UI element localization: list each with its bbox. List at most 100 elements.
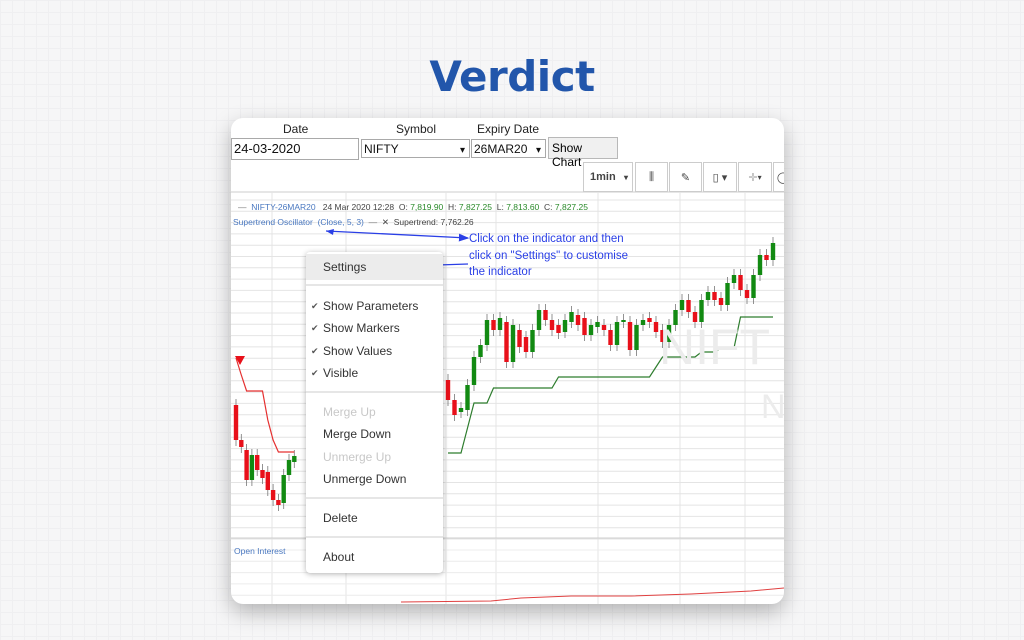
candle-up (725, 283, 730, 305)
symbol-label: Symbol (396, 122, 437, 136)
crosshair-icon[interactable]: ✛ ▾ (738, 162, 772, 192)
candle-up (731, 275, 737, 283)
candle-up (286, 460, 292, 475)
candle-up (465, 385, 470, 410)
annotation-line: the indicator (469, 266, 532, 278)
ohlc-legend: — NIFTY-26MAR20 24 Mar 2020 12:28 O: 7,8… (238, 202, 588, 212)
chevron-down-icon: ▾ (623, 172, 628, 182)
candle-up (562, 320, 568, 332)
check-icon: ✔ (311, 301, 319, 311)
supertrend-line (235, 357, 295, 453)
date-input[interactable]: 24-03-2020 (231, 138, 359, 160)
candlestick-icon[interactable]: ▯ ▾ (703, 162, 737, 192)
candle-down (523, 337, 529, 352)
menu-item-unmerge-down[interactable]: Unmerge Down (306, 468, 443, 490)
indicator-name[interactable]: Supertrend Oscillator (233, 217, 313, 227)
menu-separator (306, 284, 443, 286)
candle-down (239, 440, 244, 447)
annotation-text: Click on the indicator and then click on… (469, 231, 669, 281)
expiry-label: Expiry Date (477, 122, 540, 136)
menu-item-label: About (323, 550, 355, 564)
menu-item-show-values[interactable]: ✔ Show Values (306, 340, 443, 362)
open-interest-label[interactable]: Open Interest (234, 546, 286, 556)
menu-item-show-markers[interactable]: ✔ Show Markers (306, 317, 443, 339)
o-label: O: (398, 202, 408, 212)
show-chart-button[interactable]: Show Chart (548, 137, 618, 169)
menu-item-label: Delete (323, 511, 358, 525)
candle-up (621, 320, 626, 322)
menu-item-show-parameters[interactable]: ✔ Show Parameters (306, 295, 443, 317)
legend-symbol[interactable]: NIFTY-26MAR20 (251, 202, 316, 212)
candle-down (712, 292, 717, 300)
menu-separator (306, 497, 443, 499)
menu-item-delete[interactable]: Delete (306, 507, 443, 529)
candle-down (601, 325, 607, 330)
supertrend-value: 7,762.26 (440, 217, 474, 227)
candle-up (640, 320, 646, 325)
check-icon: ✔ (311, 368, 319, 378)
menu-item-label: Unmerge Up (323, 450, 392, 464)
candle-down (575, 315, 581, 325)
menu-item-label: Visible (323, 366, 359, 380)
expiry-select[interactable]: 26MAR20 (471, 139, 546, 159)
menu-separator (306, 391, 443, 393)
candle-down (260, 470, 265, 478)
symbol-select[interactable]: NIFTY (361, 139, 470, 159)
bar-type-icon[interactable]: ⫼ (635, 162, 668, 192)
drawing-tools-icon[interactable]: ✎ (669, 162, 702, 192)
remove-indicator-icon[interactable]: ✕ (381, 217, 389, 227)
candle-up (588, 325, 594, 335)
menu-item-label: Unmerge Down (323, 472, 407, 486)
interval-dropdown[interactable]: 1min ▾ (583, 162, 633, 192)
menu-item-label: Show Values (323, 344, 393, 358)
candle-up (249, 455, 255, 480)
menu-item-visible[interactable]: ✔ Visible (306, 362, 443, 384)
candle-down (543, 310, 548, 320)
menu-item-merge-up: Merge Up (306, 401, 443, 423)
symbol-value: NIFTY (364, 142, 399, 156)
watermark-secondary: N (761, 388, 784, 426)
candle-up (458, 408, 464, 412)
l-label: L: (496, 202, 504, 212)
candle-down (270, 490, 276, 500)
candle-down (233, 405, 239, 440)
open-interest-line (400, 587, 784, 603)
menu-item-about[interactable]: About (306, 546, 443, 568)
candle-up (673, 310, 678, 325)
candle-up (705, 292, 711, 300)
candle-up (569, 312, 574, 322)
menu-item-merge-down[interactable]: Merge Down (306, 423, 443, 445)
candle-up (478, 345, 483, 357)
date-label: Date (283, 122, 309, 136)
candle-down (504, 322, 509, 362)
context-menu: Settings ✔ Show Parameters ✔ Show Markers ✔ Sh… (306, 252, 443, 573)
candle-down (718, 298, 724, 305)
candle-up (679, 300, 685, 310)
page-title: Verdict (429, 52, 595, 101)
h-label: H: (448, 202, 457, 212)
candle-up (484, 320, 490, 345)
candle-up (666, 325, 672, 342)
menu-item-settings[interactable]: Settings (306, 254, 443, 280)
candle-up (292, 456, 297, 462)
menu-separator (306, 536, 443, 538)
candle-down (627, 322, 633, 350)
menu-item-label: Merge Down (323, 427, 392, 441)
expiry-value: 26MAR20 (474, 142, 528, 156)
indicator-params[interactable]: (Close, 5, 3) (317, 217, 364, 227)
candle-down (764, 255, 769, 260)
check-icon: ✔ (311, 346, 319, 356)
candle-up (530, 330, 535, 352)
chart-window: Date Symbol Expiry Date 24-03-2020 NIFTY… (231, 118, 784, 604)
candle-up (614, 322, 620, 345)
candle-down (491, 320, 496, 330)
supertrend-line (448, 316, 773, 454)
zoom-icon[interactable]: ◯ (773, 162, 784, 192)
legend-datetime: 24 Mar 2020 12:28 (322, 202, 395, 212)
candle-up (510, 325, 516, 362)
candle-down (660, 330, 665, 342)
annotation-line: click on "Settings" to customise (469, 249, 629, 262)
menu-item-label: Show Markers (323, 321, 400, 335)
candle-up (281, 475, 286, 503)
candle-down (582, 318, 587, 335)
